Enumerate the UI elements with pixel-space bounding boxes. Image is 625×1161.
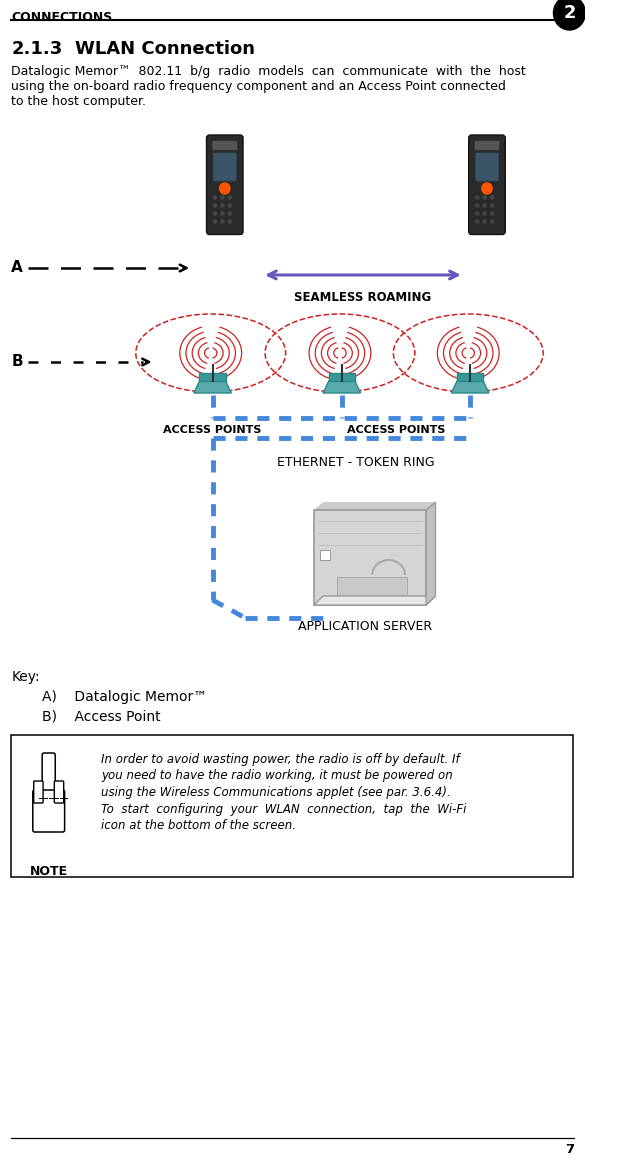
FancyBboxPatch shape [42, 753, 55, 796]
Polygon shape [426, 502, 436, 605]
FancyBboxPatch shape [34, 781, 43, 803]
FancyBboxPatch shape [32, 789, 64, 832]
Text: B)    Access Point: B) Access Point [42, 711, 161, 724]
Circle shape [491, 196, 494, 200]
Polygon shape [199, 373, 226, 381]
FancyBboxPatch shape [212, 140, 238, 150]
Text: NOTE: NOTE [29, 865, 68, 878]
Text: WLAN Connection: WLAN Connection [75, 39, 255, 58]
Polygon shape [329, 373, 355, 381]
Polygon shape [457, 373, 483, 381]
FancyBboxPatch shape [474, 140, 499, 150]
Text: APPLICATION SERVER: APPLICATION SERVER [298, 620, 432, 633]
FancyBboxPatch shape [54, 781, 64, 803]
Circle shape [476, 196, 479, 200]
Text: 7: 7 [565, 1142, 574, 1156]
Circle shape [213, 196, 216, 200]
Circle shape [483, 219, 486, 223]
Circle shape [491, 211, 494, 215]
Text: ACCESS POINTS: ACCESS POINTS [347, 425, 446, 435]
Text: B: B [11, 354, 23, 369]
Bar [320, 550, 329, 560]
Text: you need to have the radio working, it must be powered on: you need to have the radio working, it m… [101, 770, 453, 783]
Bar [11, 735, 573, 877]
Circle shape [554, 0, 586, 30]
Text: ACCESS POINTS: ACCESS POINTS [163, 425, 262, 435]
Circle shape [219, 183, 230, 194]
Text: CONNECTIONS: CONNECTIONS [11, 10, 112, 24]
Circle shape [228, 204, 231, 207]
Text: icon at the bottom of the screen.: icon at the bottom of the screen. [101, 819, 296, 832]
FancyBboxPatch shape [475, 153, 499, 181]
FancyBboxPatch shape [206, 135, 243, 235]
Circle shape [491, 219, 494, 223]
Circle shape [476, 219, 479, 223]
Circle shape [221, 196, 224, 200]
Circle shape [213, 211, 216, 215]
Text: A)    Datalogic Memor™: A) Datalogic Memor™ [42, 690, 208, 704]
Circle shape [213, 204, 216, 207]
Bar [337, 577, 408, 594]
Text: using the on-board radio frequency component and an Access Point connected: using the on-board radio frequency compo… [11, 80, 506, 93]
Text: to the host computer.: to the host computer. [11, 95, 146, 108]
Circle shape [476, 211, 479, 215]
Text: In order to avoid wasting power, the radio is off by default. If: In order to avoid wasting power, the rad… [101, 753, 460, 766]
Text: SEAMLESS ROAMING: SEAMLESS ROAMING [294, 291, 431, 304]
Circle shape [228, 196, 231, 200]
Polygon shape [451, 381, 489, 394]
Text: To  start  configuring  your  WLAN  connection,  tap  the  Wi-Fi: To start configuring your WLAN connectio… [101, 802, 466, 815]
Circle shape [476, 204, 479, 207]
Circle shape [483, 204, 486, 207]
Circle shape [221, 211, 224, 215]
Polygon shape [314, 502, 436, 510]
Text: Datalogic Memor™  802.11  b/g  radio  models  can  communicate  with  the  host: Datalogic Memor™ 802.11 b/g radio models… [11, 65, 526, 78]
Circle shape [482, 183, 492, 194]
Circle shape [221, 219, 224, 223]
Circle shape [228, 211, 231, 215]
Text: Key:: Key: [11, 670, 40, 684]
Circle shape [483, 196, 486, 200]
Bar [314, 510, 426, 605]
Text: 2: 2 [563, 3, 576, 22]
Circle shape [221, 204, 224, 207]
Text: ETHERNET - TOKEN RING: ETHERNET - TOKEN RING [277, 456, 435, 469]
Polygon shape [314, 596, 436, 605]
Polygon shape [194, 381, 231, 394]
FancyBboxPatch shape [469, 135, 505, 235]
Polygon shape [323, 381, 361, 394]
Text: A: A [11, 260, 23, 275]
Circle shape [491, 204, 494, 207]
Text: 2.1.3: 2.1.3 [11, 39, 62, 58]
Circle shape [228, 219, 231, 223]
Circle shape [483, 211, 486, 215]
FancyBboxPatch shape [213, 153, 236, 181]
Text: using the Wireless Communications applet (see par. 3.6.4).: using the Wireless Communications applet… [101, 786, 451, 799]
Circle shape [213, 219, 216, 223]
